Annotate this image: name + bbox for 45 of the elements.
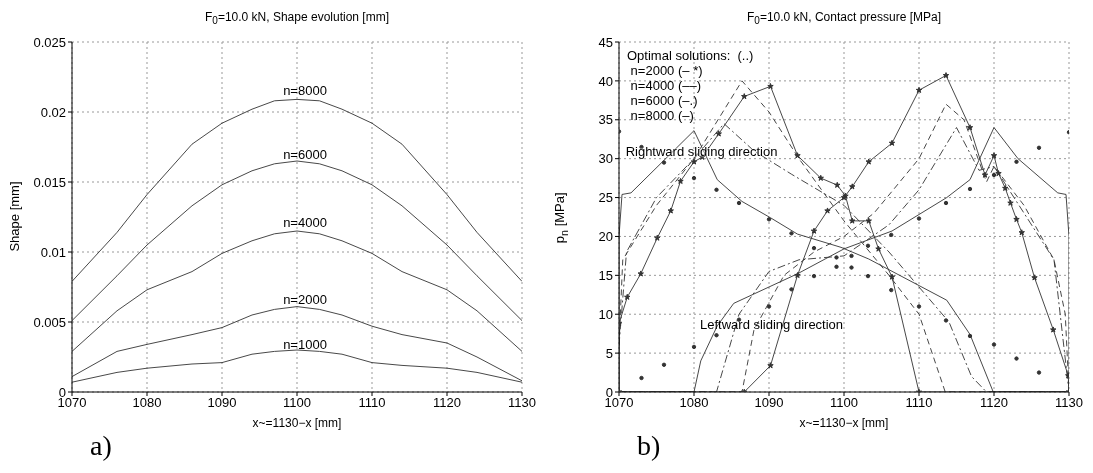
- annotation: n=4000 (––): [629, 78, 703, 93]
- y-tick-label: 0.005: [33, 314, 66, 330]
- annotation: n=8000 (–): [629, 108, 695, 123]
- x-tick-label: 1100: [283, 395, 311, 411]
- y-tick-label: 10: [598, 306, 613, 322]
- x-tick-label: 1080: [132, 395, 162, 411]
- y-axis-title: Shape [mm]: [6, 180, 22, 254]
- y-tick-label: 25: [598, 190, 613, 206]
- annotation: n=2000 (– *): [629, 63, 704, 78]
- chart-title: F$_{0}$=10.0 kN, Shape evolution [mm]: [204, 10, 390, 27]
- annotation: n=8000: [282, 83, 328, 98]
- text: a): [90, 430, 112, 462]
- annotation: Leftward sliding direction: [700, 317, 844, 332]
- y-tick-label: 0.015: [33, 174, 66, 190]
- annotation: n=6000 (–.): [629, 93, 699, 108]
- x-tick-label: 1090: [207, 395, 237, 411]
- text: b): [637, 430, 661, 462]
- x-tick-label: 1120: [980, 395, 1008, 411]
- x-tick-label: 1120: [433, 395, 461, 411]
- x-tick-label: 1130: [1055, 395, 1083, 411]
- annotation: n=4000: [282, 215, 328, 230]
- y-tick-label: 30: [598, 151, 613, 167]
- annotation: n=6000: [282, 147, 328, 162]
- annotation: n=1000: [282, 337, 328, 352]
- x-tick-label: 1110: [905, 395, 933, 411]
- chart-title: F$_{0}$=10.0 kN, Contact pressure [MPa]: [746, 10, 942, 27]
- x-tick-label: 1090: [754, 395, 784, 411]
- y-tick-label: 15: [598, 267, 613, 283]
- annotation: Optimal solutions: (..): [627, 48, 754, 63]
- y-tick-label: 0.025: [33, 34, 66, 50]
- y-tick-label: 45: [598, 34, 613, 50]
- y-tick-label: 20: [598, 229, 613, 245]
- annotation: n=2000: [282, 292, 328, 307]
- x-axis-title: x~=1130−x [mm]: [251, 416, 343, 430]
- annotation: Rightward sliding direction: [625, 144, 778, 160]
- x-tick-label: 1080: [679, 395, 709, 411]
- x-tick-label: 1100: [830, 395, 858, 411]
- y-tick-label: 0.02: [40, 104, 66, 120]
- x-tick-label: 1130: [508, 395, 536, 411]
- y-tick-label: 5: [605, 345, 613, 361]
- y-tick-label: 40: [598, 73, 613, 89]
- y-tick-label: 0.01: [40, 244, 66, 260]
- x-axis-title: x~=1130−x [mm]: [798, 416, 890, 430]
- x-tick-label: 1110: [358, 395, 386, 411]
- y-tick-label: 35: [598, 112, 613, 128]
